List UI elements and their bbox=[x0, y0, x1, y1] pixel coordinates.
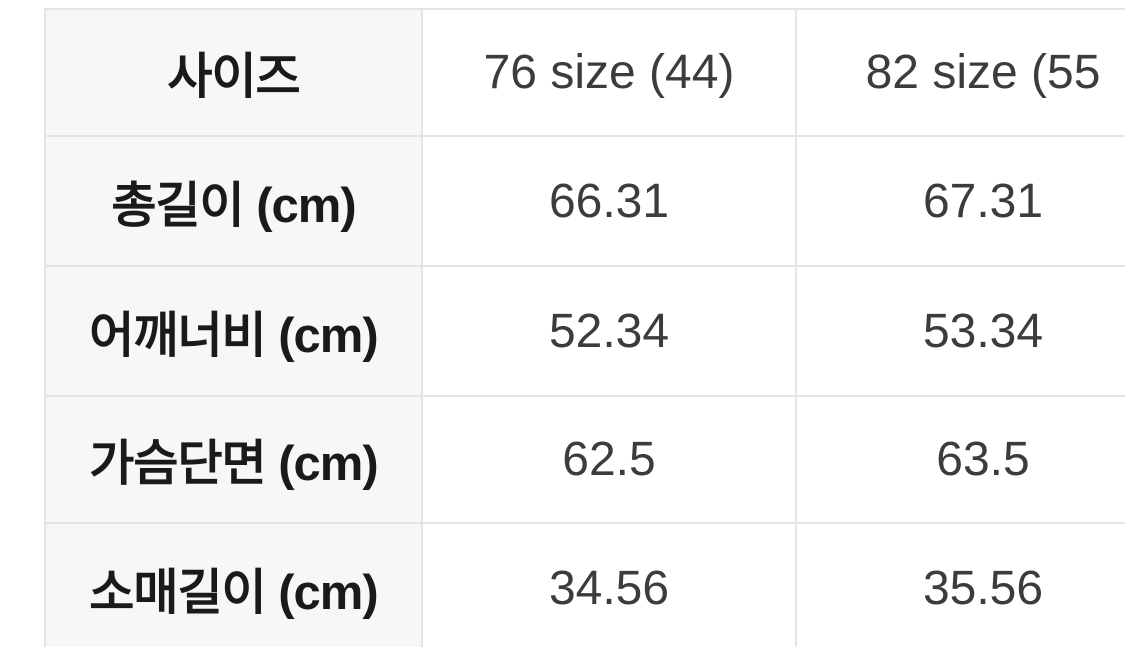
row-label-shoulder-width: 어깨너비 (cm) bbox=[44, 265, 423, 397]
table-row-chest-width: 가슴단면 (cm) 62.5 63.5 bbox=[44, 395, 1125, 524]
table-row-sleeve-length: 소매길이 (cm) 34.56 35.56 bbox=[44, 522, 1125, 647]
cell-sleeve-length-76: 34.56 bbox=[421, 522, 797, 647]
cell-chest-width-76: 62.5 bbox=[421, 395, 797, 524]
cell-total-length-76: 66.31 bbox=[421, 135, 797, 267]
table-row-total-length: 총길이 (cm) 66.31 67.31 bbox=[44, 135, 1125, 267]
header-size-label: 사이즈 bbox=[44, 8, 423, 137]
row-label-sleeve-length: 소매길이 (cm) bbox=[44, 522, 423, 647]
cell-sleeve-length-82: 35.56 bbox=[795, 522, 1125, 647]
header-col-76-size: 76 size (44) bbox=[421, 8, 797, 137]
header-col-82-size: 82 size (55 bbox=[795, 8, 1125, 137]
row-label-chest-width: 가슴단면 (cm) bbox=[44, 395, 423, 524]
cell-total-length-82: 67.31 bbox=[795, 135, 1125, 267]
table-row-shoulder-width: 어깨너비 (cm) 52.34 53.34 bbox=[44, 265, 1125, 397]
cell-shoulder-width-76: 52.34 bbox=[421, 265, 797, 397]
cell-shoulder-width-82: 53.34 bbox=[795, 265, 1125, 397]
header-row: 사이즈 76 size (44) 82 size (55 bbox=[44, 8, 1125, 137]
size-chart-table: 사이즈 76 size (44) 82 size (55 총길이 (cm) 66… bbox=[44, 8, 1125, 647]
cell-chest-width-82: 63.5 bbox=[795, 395, 1125, 524]
row-label-total-length: 총길이 (cm) bbox=[44, 135, 423, 267]
